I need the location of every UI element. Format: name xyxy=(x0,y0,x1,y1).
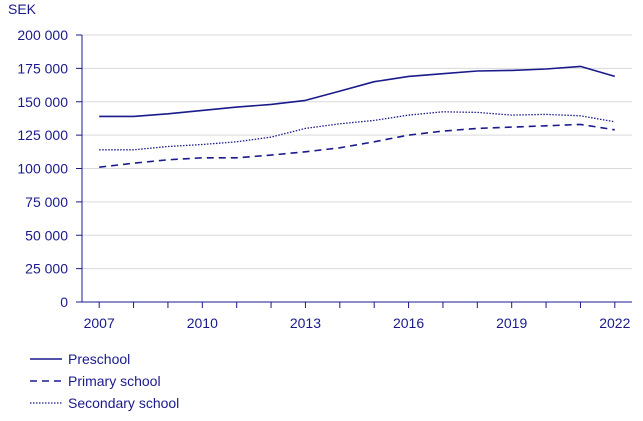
legend-label: Secondary school xyxy=(68,395,179,411)
y-axis-label: SEK xyxy=(8,1,37,17)
y-tick-label: 125 000 xyxy=(17,127,68,143)
y-tick-label: 0 xyxy=(60,294,68,310)
series-line-preschool xyxy=(99,65,616,118)
y-tick-label: 100 000 xyxy=(17,161,68,177)
legend-label: Preschool xyxy=(68,351,130,367)
x-tick-label: 2010 xyxy=(187,315,218,331)
legend-label: Primary school xyxy=(68,373,161,389)
y-tick-label: 75 000 xyxy=(25,194,68,210)
y-tick-label: 25 000 xyxy=(25,261,68,277)
y-tick-label: 50 000 xyxy=(25,227,68,243)
x-tick-label: 2019 xyxy=(496,315,527,331)
x-tick-label: 2016 xyxy=(393,315,424,331)
x-tick-label: 2013 xyxy=(290,315,321,331)
x-tick-label: 2022 xyxy=(599,315,630,331)
gridlines xyxy=(82,34,632,270)
series-lines xyxy=(99,65,616,168)
x-tick-label: 2007 xyxy=(84,315,115,331)
legend: Preschool Primary school Secondary school xyxy=(30,351,179,411)
series-line-secondary-school xyxy=(99,111,615,151)
y-tick-label: 150 000 xyxy=(17,94,68,110)
series-line-primary-school xyxy=(99,123,615,168)
axes: 0 25 000 50 000 75 000 100 000 125 000 150 000… xyxy=(17,27,632,331)
y-tick-label: 175 000 xyxy=(17,60,68,76)
y-tick-label: 200 000 xyxy=(17,27,68,43)
